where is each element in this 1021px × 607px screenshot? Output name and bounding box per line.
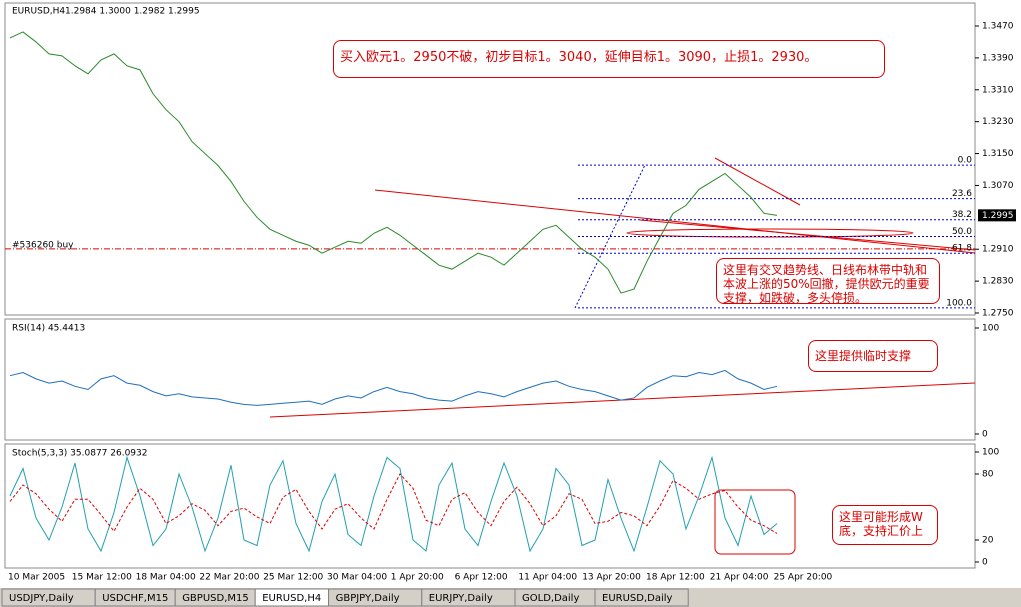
tab-label: EURJPY,Daily bbox=[429, 593, 493, 604]
tab-label: EURUSD,Daily bbox=[602, 593, 673, 604]
trend-line bbox=[714, 157, 801, 206]
time-label: 13 Apr 20:00 bbox=[582, 573, 641, 583]
price-line bbox=[9, 31, 778, 294]
rsi-label: RSI(14) 45.4413 bbox=[12, 324, 85, 334]
current-price-box bbox=[978, 209, 1016, 222]
header-ohlc: 1.2984 1.3000 1.2982 1.2995 bbox=[65, 7, 200, 17]
tab[interactable]: GBPUSD,M15 bbox=[174, 588, 256, 607]
y-tick-label: 1.3230 bbox=[982, 117, 1014, 127]
y-tick-label: 1.3470 bbox=[982, 22, 1014, 32]
time-label: 18 Apr 12:00 bbox=[646, 573, 705, 583]
y-tick-label: 1.3070 bbox=[982, 181, 1014, 191]
highlight bbox=[626, 228, 914, 238]
time-label: 15 Mar 12:00 bbox=[72, 573, 132, 583]
note: 这里提供临时支撑 bbox=[808, 340, 938, 372]
y-tick-label: 1.2830 bbox=[982, 277, 1014, 287]
current-price: 1.2995 bbox=[982, 211, 1014, 221]
y-tick-label: 80 bbox=[982, 470, 994, 480]
fib-label: 0.0 bbox=[958, 156, 973, 166]
trend-line bbox=[374, 189, 976, 254]
header-symbol: EURUSD,H4 bbox=[12, 7, 65, 17]
stoch-k bbox=[9, 455, 778, 553]
tab-bg bbox=[594, 588, 689, 607]
y-tick-label: 20 bbox=[982, 536, 994, 546]
stoch-d bbox=[9, 473, 778, 534]
stoch-panel bbox=[4, 443, 976, 569]
trend-line bbox=[639, 219, 976, 251]
y-tick-label: 0 bbox=[982, 430, 988, 440]
tab[interactable]: USDCHF,M15 bbox=[94, 588, 176, 607]
fib-base bbox=[574, 164, 646, 309]
time-label: 18 Mar 04:00 bbox=[136, 573, 196, 583]
tab-label: GOLD,Daily bbox=[522, 593, 579, 604]
time-label: 25 Mar 12:00 bbox=[263, 573, 323, 583]
y-tick-label: 0 bbox=[982, 558, 988, 568]
rsi-line bbox=[9, 369, 778, 406]
time-label: 21 Apr 04:00 bbox=[710, 573, 769, 583]
tab[interactable]: EURUSD,H4 bbox=[254, 588, 330, 607]
y-tick-label: 1.2750 bbox=[982, 309, 1014, 319]
time-label: 11 Apr 04:00 bbox=[518, 573, 577, 583]
buy-label: #536260 buy bbox=[12, 241, 74, 251]
y-tick-label: 1.3390 bbox=[982, 53, 1014, 63]
tab[interactable]: GBPJPY,Daily bbox=[328, 588, 423, 607]
fib-label: 100.0 bbox=[946, 298, 972, 308]
time-label: 10 Mar 2005 bbox=[8, 573, 65, 583]
fib-label: 23.6 bbox=[952, 189, 972, 199]
time-label: 6 Apr 12:00 bbox=[455, 573, 508, 583]
tab-label: EURUSD,H4 bbox=[262, 593, 321, 604]
tab[interactable]: EURUSD,Daily bbox=[594, 588, 689, 607]
tab[interactable]: EURJPY,Daily bbox=[421, 588, 516, 607]
tab[interactable]: GOLD,Daily bbox=[514, 588, 596, 607]
tab-label: GBPUSD,M15 bbox=[182, 593, 249, 604]
highlight bbox=[714, 489, 796, 555]
tab-label: USDCHF,M15 bbox=[102, 593, 168, 604]
note: 这里有交叉趋势线、日线布林带中轨和本波上涨的50%回撤，提供欧元的重要支撑，如跌… bbox=[716, 258, 940, 305]
y-tick-label: 1.3310 bbox=[982, 85, 1014, 95]
tab-label: GBPJPY,Daily bbox=[336, 593, 400, 604]
price-panel bbox=[4, 2, 976, 316]
fib-label: 38.2 bbox=[952, 210, 972, 220]
stoch-label: Stoch(5,3,3) 35.0877 26.0932 bbox=[12, 449, 147, 459]
time-label: 25 Apr 20:00 bbox=[774, 573, 833, 583]
time-label: 30 Mar 04:00 bbox=[327, 573, 387, 583]
time-label: 22 Mar 20:00 bbox=[199, 573, 259, 583]
fib-label: 50.0 bbox=[952, 227, 972, 237]
y-tick-label: 1.2910 bbox=[982, 245, 1014, 255]
tab[interactable]: USDJPY,Daily bbox=[1, 588, 96, 607]
y-tick-label: 100 bbox=[982, 448, 999, 458]
time-label: 1 Apr 20:00 bbox=[391, 573, 444, 583]
y-tick-label: 100 bbox=[982, 324, 999, 334]
y-tick-label: 1.3150 bbox=[982, 149, 1014, 159]
note: 买入欧元1。2950不破，初步目标1。3040，延伸目标1。3090，止损1。2… bbox=[333, 40, 885, 78]
rsi-panel bbox=[4, 318, 976, 441]
tab-label: USDJPY,Daily bbox=[9, 593, 74, 604]
note: 这里可能形成W底，支持汇价上 bbox=[832, 505, 938, 545]
